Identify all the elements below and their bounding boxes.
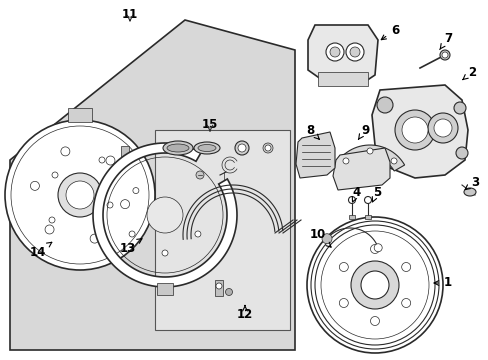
Circle shape <box>373 244 382 252</box>
Bar <box>68 108 92 122</box>
Circle shape <box>348 197 355 203</box>
Bar <box>348 215 354 219</box>
Circle shape <box>350 261 398 309</box>
Text: 1: 1 <box>433 276 451 289</box>
Circle shape <box>401 117 427 143</box>
Circle shape <box>427 113 457 143</box>
Circle shape <box>370 316 379 325</box>
Circle shape <box>441 52 447 58</box>
Circle shape <box>147 197 183 233</box>
Circle shape <box>30 181 40 190</box>
Circle shape <box>339 262 347 271</box>
Circle shape <box>195 231 201 237</box>
Circle shape <box>433 119 451 137</box>
Bar <box>155 130 289 330</box>
Circle shape <box>370 244 379 253</box>
Circle shape <box>339 298 347 307</box>
Polygon shape <box>371 85 467 178</box>
Circle shape <box>106 156 115 165</box>
Circle shape <box>390 158 396 164</box>
Circle shape <box>58 173 102 217</box>
Circle shape <box>439 50 449 60</box>
Circle shape <box>342 158 348 164</box>
Circle shape <box>360 271 388 299</box>
Circle shape <box>107 202 113 208</box>
Text: 14: 14 <box>30 242 52 258</box>
Circle shape <box>5 120 155 270</box>
Text: 7: 7 <box>439 31 451 50</box>
Circle shape <box>121 200 129 209</box>
Circle shape <box>364 197 371 203</box>
Text: 4: 4 <box>351 185 360 202</box>
Text: 11: 11 <box>122 8 138 21</box>
Circle shape <box>306 217 442 353</box>
Circle shape <box>322 234 331 244</box>
Circle shape <box>263 143 272 153</box>
Bar <box>317 72 367 86</box>
Text: 10: 10 <box>309 229 330 247</box>
Circle shape <box>394 110 434 150</box>
Circle shape <box>66 181 94 209</box>
Polygon shape <box>332 148 389 190</box>
Text: 3: 3 <box>464 175 478 190</box>
Circle shape <box>235 141 248 155</box>
Circle shape <box>196 171 203 179</box>
Circle shape <box>162 250 168 256</box>
Bar <box>121 146 129 162</box>
Circle shape <box>329 47 339 57</box>
Text: 2: 2 <box>462 66 475 80</box>
Bar <box>215 280 223 296</box>
Text: 13: 13 <box>120 239 142 255</box>
Polygon shape <box>307 25 377 85</box>
Circle shape <box>401 262 410 271</box>
Text: 15: 15 <box>202 118 218 131</box>
Ellipse shape <box>463 188 475 196</box>
Bar <box>364 215 370 219</box>
Circle shape <box>52 172 58 178</box>
Circle shape <box>349 47 359 57</box>
Text: 8: 8 <box>305 123 319 139</box>
Circle shape <box>401 298 410 307</box>
Polygon shape <box>295 132 334 178</box>
Circle shape <box>238 144 245 152</box>
Circle shape <box>129 231 135 237</box>
Circle shape <box>45 225 54 234</box>
Circle shape <box>225 288 232 296</box>
Text: 5: 5 <box>371 185 380 202</box>
Polygon shape <box>93 143 237 287</box>
Circle shape <box>133 188 139 194</box>
Circle shape <box>366 148 372 154</box>
Ellipse shape <box>194 142 220 154</box>
Ellipse shape <box>167 144 189 152</box>
Text: 9: 9 <box>358 123 368 139</box>
Circle shape <box>376 97 392 113</box>
Circle shape <box>216 283 222 289</box>
Circle shape <box>264 145 270 151</box>
Circle shape <box>61 147 70 156</box>
Circle shape <box>455 147 467 159</box>
Polygon shape <box>335 145 404 171</box>
Ellipse shape <box>198 144 216 152</box>
Text: 12: 12 <box>236 306 253 321</box>
Text: 6: 6 <box>381 23 398 40</box>
Circle shape <box>346 43 363 61</box>
Circle shape <box>453 102 465 114</box>
Circle shape <box>325 43 343 61</box>
Bar <box>157 283 173 295</box>
Ellipse shape <box>163 141 193 155</box>
Circle shape <box>49 217 55 223</box>
Circle shape <box>90 234 99 243</box>
Polygon shape <box>10 20 294 350</box>
Circle shape <box>376 150 392 166</box>
Circle shape <box>99 157 105 163</box>
